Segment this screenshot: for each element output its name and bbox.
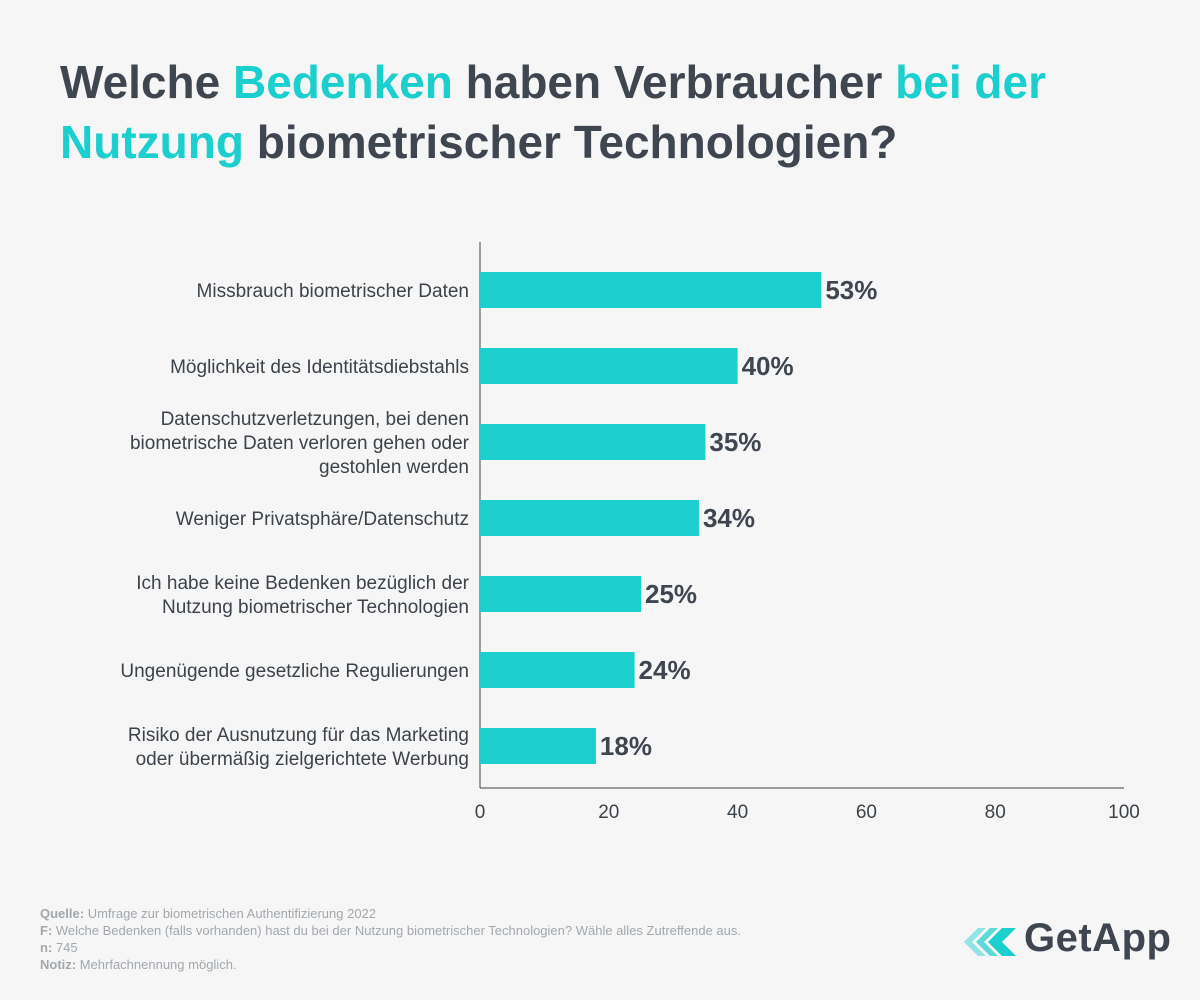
footer-source: Quelle: Umfrage zur biometrischen Authen… (40, 906, 377, 921)
value-label-6: 18% (600, 731, 652, 761)
bar-3 (480, 500, 699, 536)
bar-0 (480, 272, 822, 308)
chart-footer: Quelle: Umfrage zur biometrischen Authen… (40, 905, 860, 973)
bar-1 (480, 348, 738, 384)
x-tick-label-5: 100 (1108, 802, 1140, 823)
title-part-0: Welche (60, 56, 233, 108)
footer-note: Notiz: Mehrfachnennung möglich. (40, 957, 237, 972)
category-label-6-0: Risiko der Ausnutzung für das Marketing (128, 725, 469, 746)
value-label-5: 24% (639, 655, 691, 685)
value-label-4: 25% (645, 579, 697, 609)
category-label-3-0: Weniger Privatsphäre/Datenschutz (176, 509, 469, 530)
title-part-3: bei der Nutzung (60, 56, 1046, 168)
value-label-0: 53% (825, 275, 877, 305)
chart-title: Welche Bedenken haben Verbraucher bei de… (60, 52, 1160, 172)
category-label-2-0: Datenschutzverletzungen, bei denen (161, 409, 469, 430)
category-label-1-0: Möglichkeit des Identitätsdiebstahls (170, 357, 469, 378)
title-part-1: Bedenken (233, 56, 453, 108)
x-tick-label-3: 60 (856, 802, 877, 823)
getapp-chevrons-icon (964, 928, 1016, 956)
value-label-1: 40% (742, 351, 794, 381)
bar-4 (480, 576, 641, 612)
category-label-4-0: Ich habe keine Bedenken bezüglich der (136, 573, 469, 594)
footer-sample-size: n: 745 (40, 940, 78, 955)
title-part-2: haben Verbraucher (452, 56, 896, 108)
x-tick-label-4: 80 (985, 802, 1006, 823)
x-tick-label-0: 0 (475, 802, 486, 823)
bar-5 (480, 652, 635, 688)
title-part-4: biometrischer Technologien? (243, 116, 898, 168)
category-label-4-1: Nutzung biometrischer Technologien (162, 597, 469, 618)
value-label-2: 35% (709, 427, 761, 457)
x-tick-label-2: 40 (727, 802, 748, 823)
category-label-5-0: Ungenügende gesetzliche Regulierungen (120, 661, 469, 682)
getapp-logo-text: GetApp (1024, 916, 1172, 960)
bar-2 (480, 424, 706, 460)
category-label-6-1: oder übermäßig zielgerichtete Werbung (136, 749, 469, 770)
x-tick-label-1: 20 (598, 802, 619, 823)
category-label-2-2: gestohlen werden (319, 457, 469, 478)
category-label-2-1: biometrische Daten verloren gehen oder (130, 433, 470, 454)
category-label-0-0: Missbrauch biometrischer Daten (197, 281, 469, 302)
footer-question: F: Welche Bedenken (falls vorhanden) has… (40, 923, 741, 938)
bar-6 (480, 728, 596, 764)
value-label-3: 34% (703, 503, 755, 533)
bar-chart: 53% Missbrauch biometrischer Daten 40% Mögl… (120, 242, 1140, 823)
